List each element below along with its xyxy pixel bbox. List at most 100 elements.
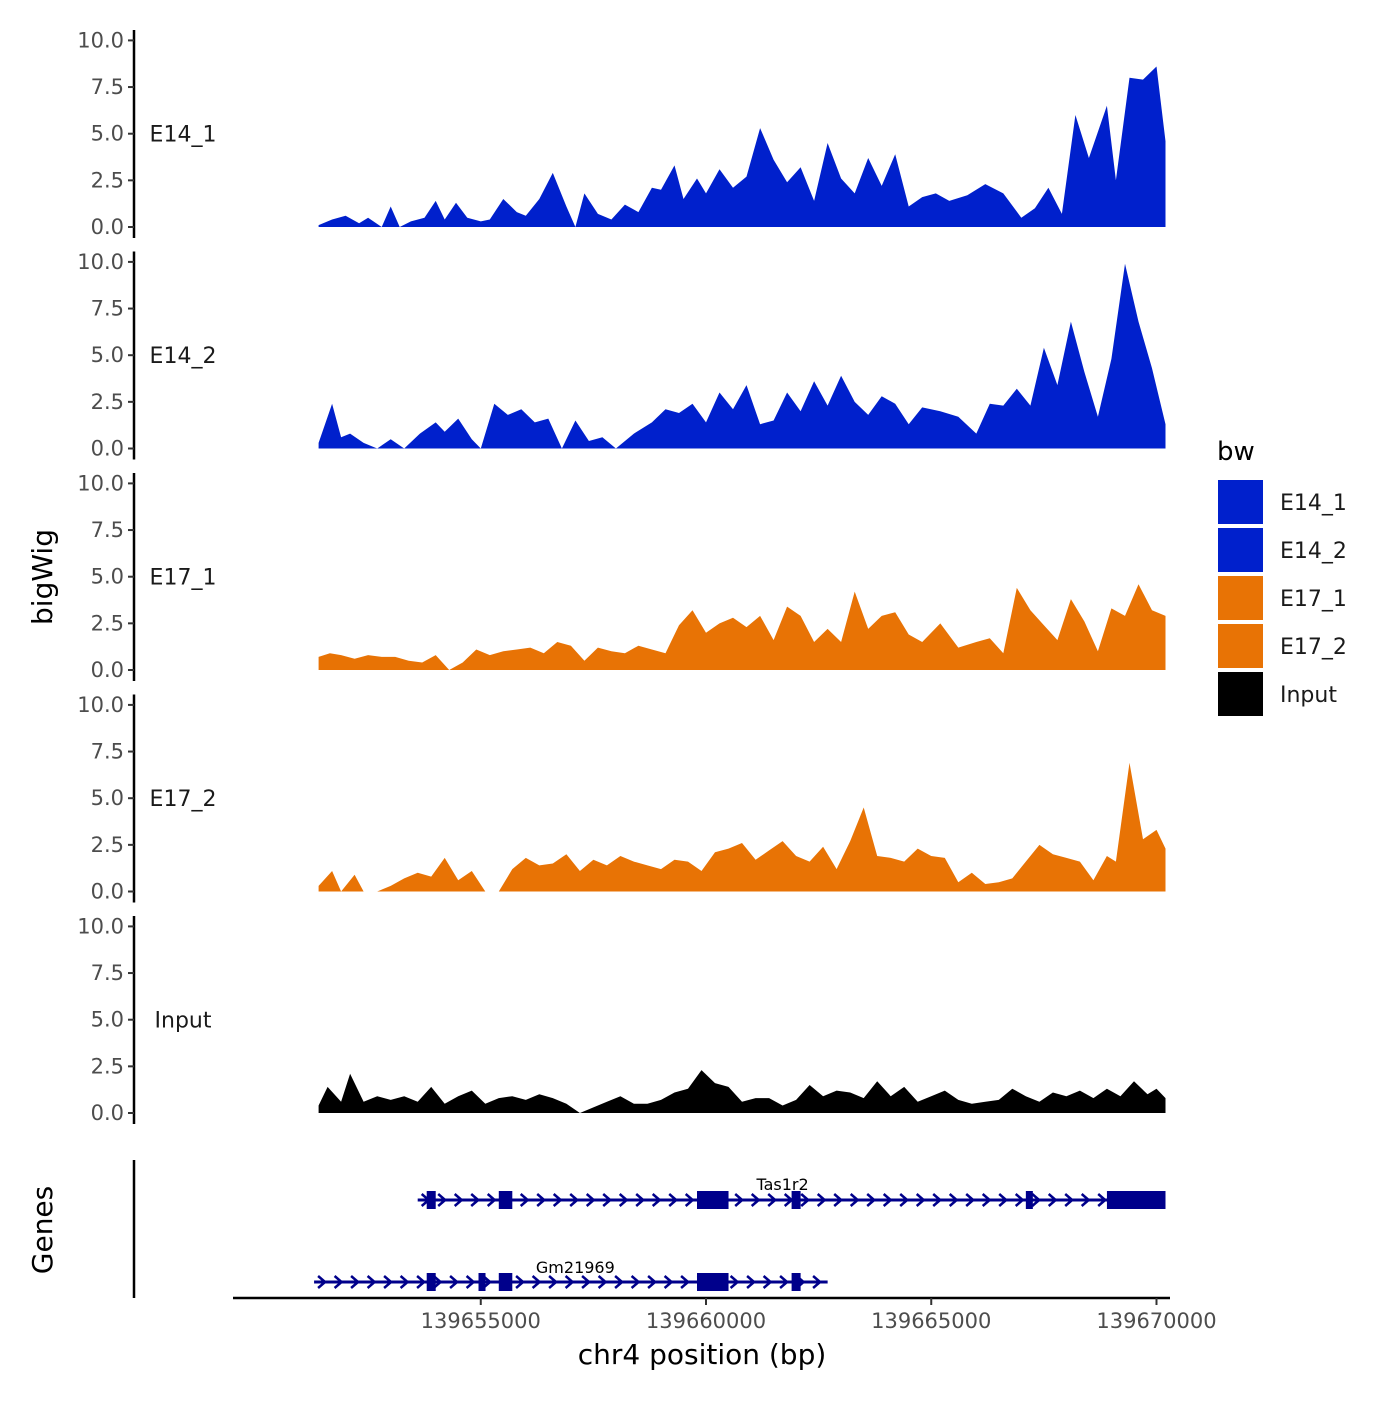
strand-arrow	[750, 1193, 761, 1207]
strand-arrow	[849, 1193, 860, 1207]
strand-arrow	[432, 1275, 443, 1289]
strand-arrow	[564, 1275, 575, 1289]
y-tick-label: 5.0	[91, 122, 124, 146]
gene-exon	[791, 1191, 801, 1209]
strand-arrow	[866, 1193, 877, 1207]
strand-arrow	[1031, 1193, 1042, 1207]
legend-label: Input	[1280, 683, 1337, 708]
legend-title: bw	[1217, 437, 1255, 467]
y-tick-label: 10.0	[77, 250, 124, 274]
strand-arrow	[729, 1275, 740, 1289]
gene-exon	[498, 1273, 513, 1291]
strand-arrow	[1080, 1193, 1091, 1207]
coverage-area-e14_2	[318, 263, 1166, 449]
track-panel-e17_1: 0.0 2.5 5.0 7.5 10.0 E17_1	[77, 471, 1166, 682]
strand-arrow	[1097, 1193, 1108, 1207]
strand-arrow	[399, 1275, 410, 1289]
strand-arrow	[948, 1193, 959, 1207]
strand-arrow	[465, 1275, 476, 1289]
strand-arrow	[651, 1193, 662, 1207]
strand-arrow	[597, 1275, 608, 1289]
y-tick-label: 2.5	[91, 833, 124, 857]
strand-arrow	[684, 1193, 695, 1207]
strand-arrow	[453, 1193, 464, 1207]
gene-gm21969: Gm21969	[314, 1258, 828, 1291]
gene-exon	[1106, 1191, 1166, 1209]
coverage-area-input	[318, 1070, 1166, 1113]
track-label: E14_2	[150, 344, 217, 369]
strand-arrow	[581, 1275, 592, 1289]
coverage-area-e17_2	[318, 762, 1166, 892]
x-tick-label: 139665000	[871, 1309, 991, 1333]
legend-label: E17_1	[1280, 587, 1347, 612]
y-axis-title: bigWig	[26, 529, 59, 625]
strand-arrow	[366, 1275, 377, 1289]
gene-track: Tas1r2 Gm21969	[132, 1160, 1166, 1298]
strand-arrow	[317, 1275, 328, 1289]
strand-arrow	[486, 1193, 497, 1207]
strand-arrow	[800, 1193, 811, 1207]
strand-arrow	[998, 1193, 1009, 1207]
strand-arrow	[647, 1275, 658, 1289]
y-tick-label: 10.0	[77, 471, 124, 495]
y-tick-label: 5.0	[91, 786, 124, 810]
gene-exon	[478, 1273, 486, 1291]
y-tick-label: 7.5	[91, 297, 124, 321]
strand-arrow	[746, 1275, 757, 1289]
gene-exon	[696, 1191, 729, 1209]
y-tick-label: 0.0	[91, 437, 124, 461]
track-panel-e17_2: 0.0 2.5 5.0 7.5 10.0 E17_2	[77, 693, 1166, 904]
strand-arrow	[899, 1193, 910, 1207]
coverage-area-e17_1	[318, 584, 1166, 670]
y-tick-label: 7.5	[91, 75, 124, 99]
y-tick-label: 10.0	[77, 28, 124, 52]
gene-exon	[791, 1273, 801, 1291]
x-tick-label: 139660000	[646, 1309, 766, 1333]
strand-arrow	[437, 1193, 448, 1207]
y-tick-label: 2.5	[91, 611, 124, 635]
strand-arrow	[932, 1193, 943, 1207]
strand-arrow	[882, 1193, 893, 1207]
strand-arrow	[333, 1275, 344, 1289]
legend: bw E14_1 E14_2 E17_1 E17_2 Input	[1217, 437, 1347, 716]
strand-arrow	[833, 1193, 844, 1207]
strand-arrow	[552, 1193, 563, 1207]
gene-tas1r2: Tas1r2	[417, 1175, 1166, 1209]
strand-arrow	[668, 1193, 679, 1207]
legend-label: E14_1	[1280, 491, 1347, 516]
strand-arrow	[812, 1275, 823, 1289]
strand-arrow	[663, 1275, 674, 1289]
y-tick-label: 2.5	[91, 1054, 124, 1078]
legend-key-e14_1	[1218, 480, 1263, 524]
x-tick-label: 139655000	[421, 1309, 541, 1333]
genes-track-title: Genes	[26, 1186, 59, 1274]
y-tick-label: 2.5	[91, 168, 124, 192]
strand-arrow	[569, 1193, 580, 1207]
y-tick-label: 10.0	[77, 914, 124, 938]
strand-arrow	[1064, 1193, 1075, 1207]
track-label: E17_1	[150, 566, 217, 591]
strand-arrow	[680, 1275, 691, 1289]
track-label: E14_1	[150, 123, 217, 148]
strand-arrow	[470, 1193, 481, 1207]
y-tick-label: 0.0	[91, 880, 124, 904]
gene-name-label: Tas1r2	[755, 1175, 808, 1194]
legend-key-e14_2	[1218, 528, 1263, 572]
strand-arrow	[536, 1193, 547, 1207]
y-tick-label: 10.0	[77, 693, 124, 717]
strand-arrow	[519, 1193, 530, 1207]
y-tick-label: 2.5	[91, 390, 124, 414]
x-tick-label: 139670000	[1096, 1309, 1216, 1333]
legend-key-e17_1	[1218, 576, 1263, 620]
strand-arrow	[767, 1193, 778, 1207]
legend-key-input	[1218, 672, 1263, 716]
gene-exon	[426, 1191, 436, 1209]
track-panel-e14_2: 0.0 2.5 5.0 7.5 10.0 E14_2	[77, 250, 1166, 461]
strand-arrow	[635, 1193, 646, 1207]
strand-arrow	[915, 1193, 926, 1207]
y-tick-label: 7.5	[91, 740, 124, 764]
gene-exon	[1025, 1191, 1033, 1209]
strand-arrow	[630, 1275, 641, 1289]
legend-label: E14_2	[1280, 539, 1347, 564]
